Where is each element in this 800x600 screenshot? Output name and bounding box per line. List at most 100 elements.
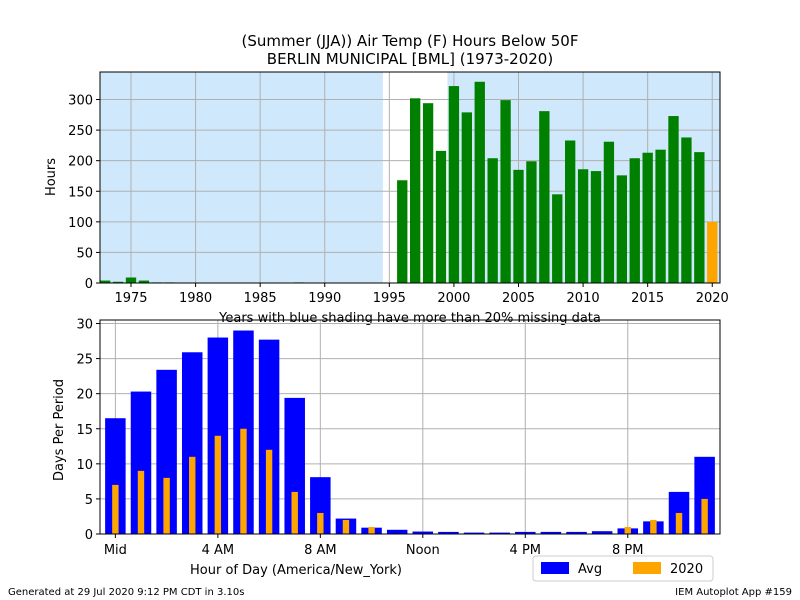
- legend-swatch-2020: [633, 562, 661, 574]
- bottom-ytick-label: 15: [76, 423, 93, 438]
- hour-bar-avg-0: [105, 418, 126, 534]
- top-ytick-label: 0: [85, 277, 93, 292]
- year-bar-2008: [552, 194, 563, 283]
- year-bar-2002: [474, 81, 485, 283]
- year-bar-2010: [577, 169, 589, 283]
- hour-bar-avg-19: [591, 531, 613, 534]
- year-bar-2017: [668, 116, 679, 283]
- bottom-xtick-label: 8 PM: [612, 543, 643, 558]
- hour-bar-avg-14: [463, 532, 485, 534]
- year-bar-1973: [100, 280, 111, 283]
- hour-bar-2020-3: [189, 456, 196, 534]
- top-ytick-label: 150: [68, 185, 93, 200]
- chart-title-line1: (Summer (JJA)) Air Temp (F) Hours Below …: [242, 32, 579, 50]
- hour-bar-2020-9: [342, 519, 350, 534]
- bottom-ytick-label: 20: [76, 388, 93, 403]
- hour-bar-2020-23: [701, 498, 708, 534]
- top-plot-frame: [99, 71, 721, 284]
- top-xtick-label: 2000: [437, 291, 470, 306]
- bottom-xtick-label: Mid: [104, 543, 127, 558]
- hour-bar-2020-7: [291, 491, 298, 534]
- bottom-xtick-label: Noon: [406, 543, 440, 558]
- year-bar-1975: [125, 277, 137, 283]
- bottom-ytick-label: 25: [76, 353, 93, 368]
- hour-bar-avg-12: [412, 531, 434, 534]
- hour-bar-2020-21: [650, 519, 657, 534]
- hour-bar-2020-8: [317, 512, 324, 534]
- hour-bar-avg-6: [258, 339, 280, 534]
- year-bar-2020: [707, 221, 718, 283]
- legend-frame: [532, 555, 714, 582]
- hour-bar-avg-23: [694, 456, 715, 534]
- hour-bar-avg-16: [515, 531, 536, 534]
- year-bar-2018: [681, 137, 692, 283]
- year-bar-2011: [590, 171, 602, 283]
- year-bar-2013: [616, 175, 627, 283]
- year-bar-1996: [397, 180, 408, 283]
- hour-bar-avg-18: [566, 531, 587, 534]
- hour-bar-avg-3: [181, 352, 203, 534]
- top-xtick-label: 1990: [308, 291, 341, 306]
- top-xtick-label: 1975: [114, 291, 147, 306]
- chart-title-line2: BERLIN MUNICIPAL [BML] (1973-2020): [267, 50, 553, 68]
- bottom-xtick-label: 4 AM: [202, 543, 235, 558]
- bottom-ytick-label: 5: [85, 493, 93, 508]
- hour-bar-2020-6: [265, 449, 273, 534]
- year-bar-2000: [448, 86, 460, 283]
- year-bar-2014: [629, 158, 640, 283]
- hour-bar-2020-2: [163, 477, 170, 534]
- year-bar-2015: [642, 152, 653, 283]
- bottom-plot-frame: [99, 319, 721, 535]
- top-ytick-label: 250: [68, 124, 93, 139]
- bottom-ytick-label: 0: [85, 528, 93, 543]
- hour-bar-2020-22: [675, 512, 683, 534]
- hour-bar-avg-7: [284, 397, 305, 534]
- footer-generated: Generated at 29 Jul 2020 9:12 PM CDT in …: [8, 587, 244, 598]
- top-chart-xlabel: Years with blue shading have more than 2…: [218, 311, 601, 326]
- hour-bar-avg-2: [156, 369, 177, 534]
- hour-bar-2020-0: [112, 484, 119, 534]
- year-bar-1974: [112, 281, 124, 283]
- year-bar-1999: [435, 150, 447, 283]
- year-bar-2003: [487, 158, 498, 283]
- top-ytick-label: 300: [68, 94, 93, 109]
- year-bar-2001: [461, 112, 472, 283]
- top-ytick-label: 100: [68, 216, 93, 231]
- top-xtick-label: 2010: [567, 291, 600, 306]
- top-chart-yearly-hours: 1975 1980 1985 1990 1995 2000 2005 2010 2015 2020…: [68, 71, 729, 306]
- hour-bar-avg-17: [540, 531, 562, 534]
- hour-bar-avg-8: [310, 477, 331, 534]
- bottom-ytick-label: 10: [76, 458, 93, 473]
- hour-bar-2020-10: [368, 526, 375, 534]
- year-bar-2007: [539, 111, 550, 283]
- bottom-ytick-label: 30: [76, 318, 93, 333]
- legend: Avg 2020: [532, 555, 714, 582]
- hour-bar-avg-15: [489, 532, 510, 534]
- footer-app: IEM Autoplot App #159: [675, 587, 792, 598]
- top-xtick-label: 2005: [502, 291, 535, 306]
- year-bar-2016: [655, 149, 666, 283]
- hour-bar-avg-11: [386, 529, 408, 534]
- top-xtick-label: 1985: [244, 291, 277, 306]
- bottom-xtick-label: 8 AM: [304, 543, 337, 558]
- top-ytick-label: 200: [68, 155, 93, 170]
- hour-bar-2020-5: [240, 428, 247, 534]
- bottom-chart-hourly-days: Mid 4 AM 8 AM Noon 4 PM 8 PM 0 5 10 15 20 25 30: [76, 318, 721, 558]
- hour-bar-2020-1: [137, 470, 145, 534]
- bottom-xtick-label: 4 PM: [510, 543, 541, 558]
- top-xtick-label: 1995: [373, 291, 406, 306]
- top-xtick-label: 1980: [179, 291, 212, 306]
- hour-bar-avg-1: [130, 391, 152, 534]
- year-bar-2019: [694, 152, 705, 283]
- missing-data-shade-0: [100, 72, 383, 283]
- hour-bar-2020-20: [624, 526, 631, 534]
- bottom-chart-ylabel: Days Per Period: [52, 379, 67, 481]
- hour-bar-avg-13: [438, 531, 459, 534]
- bottom-chart-xlabel: Hour of Day (America/New_York): [190, 563, 402, 578]
- year-bar-2006: [526, 161, 537, 283]
- year-bar-2005: [513, 169, 524, 283]
- year-bar-2012: [603, 141, 615, 283]
- hour-bar-2020-4: [214, 435, 222, 534]
- top-xtick-label: 2020: [696, 291, 729, 306]
